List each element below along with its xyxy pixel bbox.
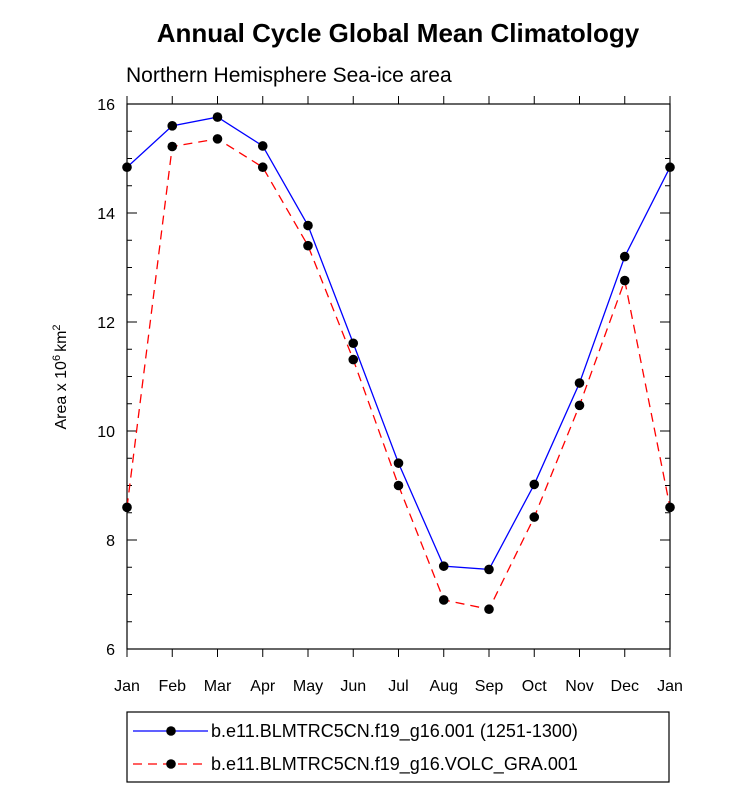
series-1-point	[212, 112, 223, 122]
x-tick-label: Jul	[388, 678, 408, 695]
series-2-point	[167, 141, 178, 152]
y-tick-label: 8	[106, 533, 115, 550]
x-tick-label: Aug	[430, 678, 458, 695]
y-tick-label: 14	[97, 206, 115, 223]
y-tick-label: 16	[97, 97, 115, 114]
series-2-point	[393, 480, 404, 491]
x-tick-label: Mar	[204, 678, 232, 695]
y-tick-label: 6	[106, 642, 115, 659]
series-1-point	[257, 141, 268, 151]
chart-subtitle: Northern Hemisphere Sea-ice area	[126, 64, 452, 87]
series-1-point	[393, 458, 404, 468]
legend-entry-2: b.e11.BLMTRC5CN.f19_g16.VOLC_GRA.001	[133, 754, 578, 775]
series-1-point	[122, 162, 132, 173]
series-line-1	[126, 116, 671, 571]
plot-area: 6 8 10 12 14 16 Jan Feb Mar Apr May Jun Jul Aug Sep Oct…	[97, 96, 683, 695]
series-1-point	[665, 162, 675, 173]
y-axis-label: Area x 106 km2	[51, 324, 70, 429]
series-1-point	[574, 378, 585, 388]
legend-label-1: b.e11.BLMTRC5CN.f19_g16.001 (1251-1300)	[211, 721, 578, 742]
series-2-point	[122, 502, 132, 513]
series-2-point	[303, 240, 313, 251]
series-2-point	[348, 354, 359, 365]
series-2-point	[212, 134, 223, 144]
x-tick-label: Apr	[250, 678, 276, 695]
legend-box	[126, 711, 670, 783]
x-tick-label: Oct	[522, 678, 547, 695]
series-2-point	[529, 512, 540, 522]
plot-frame	[126, 103, 671, 650]
y-axis-label-text: Area x 10	[53, 361, 70, 430]
y-axis-label-unit: km	[53, 331, 70, 352]
series-1-point	[529, 479, 540, 490]
y-axis-label-sup: 6	[51, 355, 63, 361]
series-1-point	[303, 220, 313, 231]
x-tick-label: May	[293, 678, 323, 695]
series-2-point	[438, 595, 449, 605]
series-2-point	[574, 400, 585, 411]
series-line-2	[126, 138, 671, 610]
legend: b.e11.BLMTRC5CN.f19_g16.001 (1251-1300) …	[126, 711, 670, 783]
series-2-point	[484, 604, 494, 615]
x-tick-label: Sep	[475, 678, 504, 695]
x-tick-label: Dec	[611, 678, 639, 695]
series-2-point	[665, 502, 675, 513]
y-axis-label-unit-sup: 2	[51, 324, 63, 330]
legend-marker-1	[166, 726, 176, 736]
legend-entry-1: b.e11.BLMTRC5CN.f19_g16.001 (1251-1300)	[133, 721, 578, 742]
y-tick-label: 10	[97, 424, 115, 441]
series-2-point	[619, 275, 630, 286]
x-tick-label: Feb	[158, 678, 186, 695]
series-1-point	[348, 338, 359, 349]
legend-marker-2	[166, 759, 176, 769]
x-tick-label: Nov	[565, 678, 593, 695]
series-1-point	[167, 121, 178, 131]
x-tick-label: Jun	[340, 678, 366, 695]
chart-title: Annual Cycle Global Mean Climatology	[157, 18, 640, 48]
series-2-point	[257, 162, 268, 173]
legend-label-2: b.e11.BLMTRC5CN.f19_g16.VOLC_GRA.001	[211, 754, 578, 775]
series-1-point	[484, 564, 494, 575]
series-1-point	[438, 561, 449, 571]
x-tick-label: Jan	[657, 678, 683, 695]
y-tick-label: 12	[97, 315, 115, 332]
series-1-point	[619, 251, 630, 262]
x-tick-label: Jan	[114, 678, 140, 695]
